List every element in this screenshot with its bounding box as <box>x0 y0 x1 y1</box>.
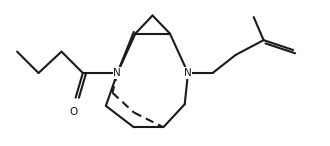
Text: N: N <box>114 68 121 78</box>
Text: O: O <box>70 107 78 117</box>
Text: N: N <box>184 68 192 78</box>
